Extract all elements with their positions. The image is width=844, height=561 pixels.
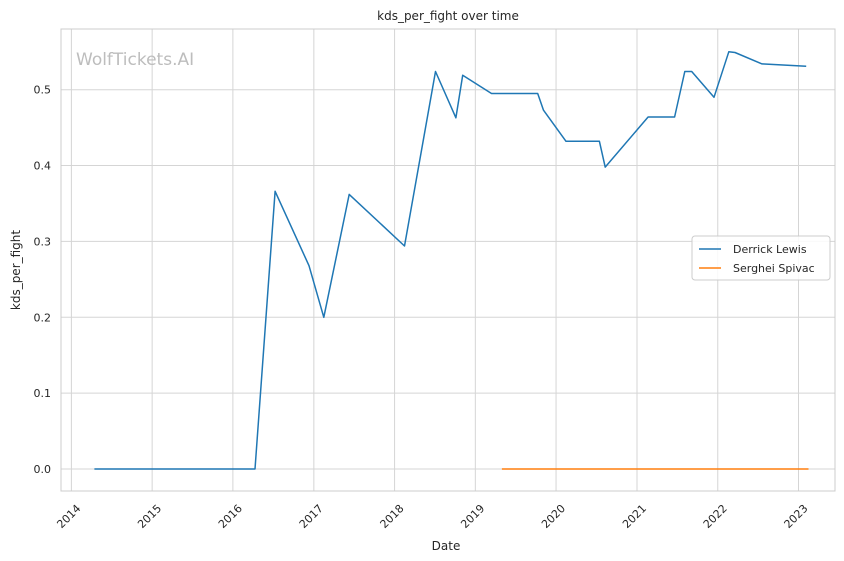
x-axis-label: Date bbox=[432, 539, 461, 553]
y-tick-label: 0.5 bbox=[34, 84, 52, 97]
series-line-0 bbox=[94, 51, 807, 470]
y-tick-label: 0.4 bbox=[34, 160, 52, 173]
legend: Derrick Lewis Serghei Spivac bbox=[691, 235, 831, 281]
plot-area bbox=[60, 28, 836, 492]
y-tick-label: 0.3 bbox=[34, 235, 52, 248]
series-layer bbox=[94, 51, 809, 470]
y-axis-label: kds_per_fight bbox=[9, 230, 23, 311]
y-tick-label: 0.2 bbox=[34, 311, 52, 324]
y-tick-label: 0.1 bbox=[34, 387, 52, 400]
watermark: WolfTickets.AI bbox=[76, 50, 194, 70]
y-axis-ticks: 0.0 0.1 0.2 0.3 0.4 0.5 bbox=[34, 84, 52, 476]
legend-label-1: Serghei Spivac bbox=[733, 262, 815, 275]
legend-label-0: Derrick Lewis bbox=[733, 243, 807, 256]
legend-box bbox=[691, 235, 831, 281]
y-tick-label: 0.0 bbox=[34, 463, 52, 476]
chart-title: kds_per_fight over time bbox=[377, 9, 519, 23]
